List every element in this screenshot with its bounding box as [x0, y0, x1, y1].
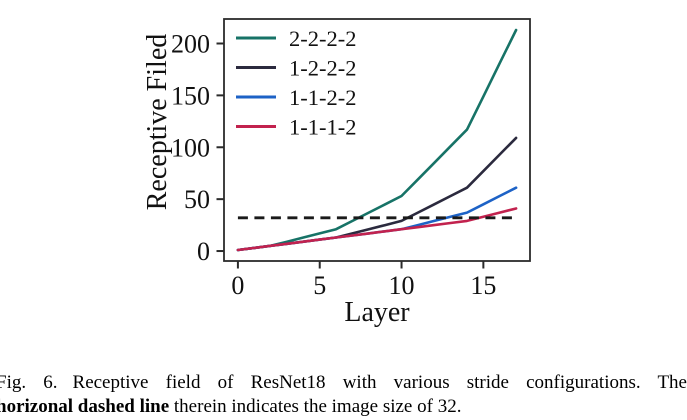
y-tick-label: 200 — [171, 29, 210, 58]
caption-text-line2: therein indicates the image size of 32. — [169, 396, 462, 417]
series-line-1-1-1-2 — [236, 207, 518, 252]
y-tick-label: 50 — [184, 185, 210, 214]
caption-fig-label: Fig. 6. — [0, 372, 58, 393]
series-line-2-2-2-2 — [236, 28, 518, 252]
legend-label-2-2-2-2: 2-2-2-2 — [289, 26, 356, 51]
caption-line-2: horizonal dashed line therein indicates … — [0, 395, 687, 419]
x-axis-label: Layer — [344, 297, 410, 328]
caption-text-line1: Receptive field of ResNet18 with various… — [72, 372, 687, 393]
x-tick-label: 10 — [389, 271, 415, 300]
y-tick-label: 0 — [197, 237, 210, 266]
legend-label-1-1-1-2: 1-1-1-2 — [289, 115, 356, 140]
x-tick-label: 0 — [231, 271, 244, 300]
legend-label-1-2-2-2: 1-2-2-2 — [289, 56, 356, 81]
axes-box — [223, 18, 531, 262]
caption-line-1: Fig. 6. Receptive field of ResNet18 with … — [0, 371, 687, 395]
legend-label-1-1-2-2: 1-1-2-2 — [289, 85, 356, 110]
y-tick-label: 100 — [171, 133, 210, 162]
figure-caption: Fig. 6. Receptive field of ResNet18 with … — [0, 371, 687, 419]
y-tick-label: 150 — [171, 81, 210, 110]
caption-bold-text: horizonal dashed line — [0, 396, 170, 417]
x-tick-label: 15 — [470, 271, 496, 300]
y-axis-label: Receptive Filed — [142, 33, 173, 211]
x-tick-label: 5 — [313, 271, 326, 300]
